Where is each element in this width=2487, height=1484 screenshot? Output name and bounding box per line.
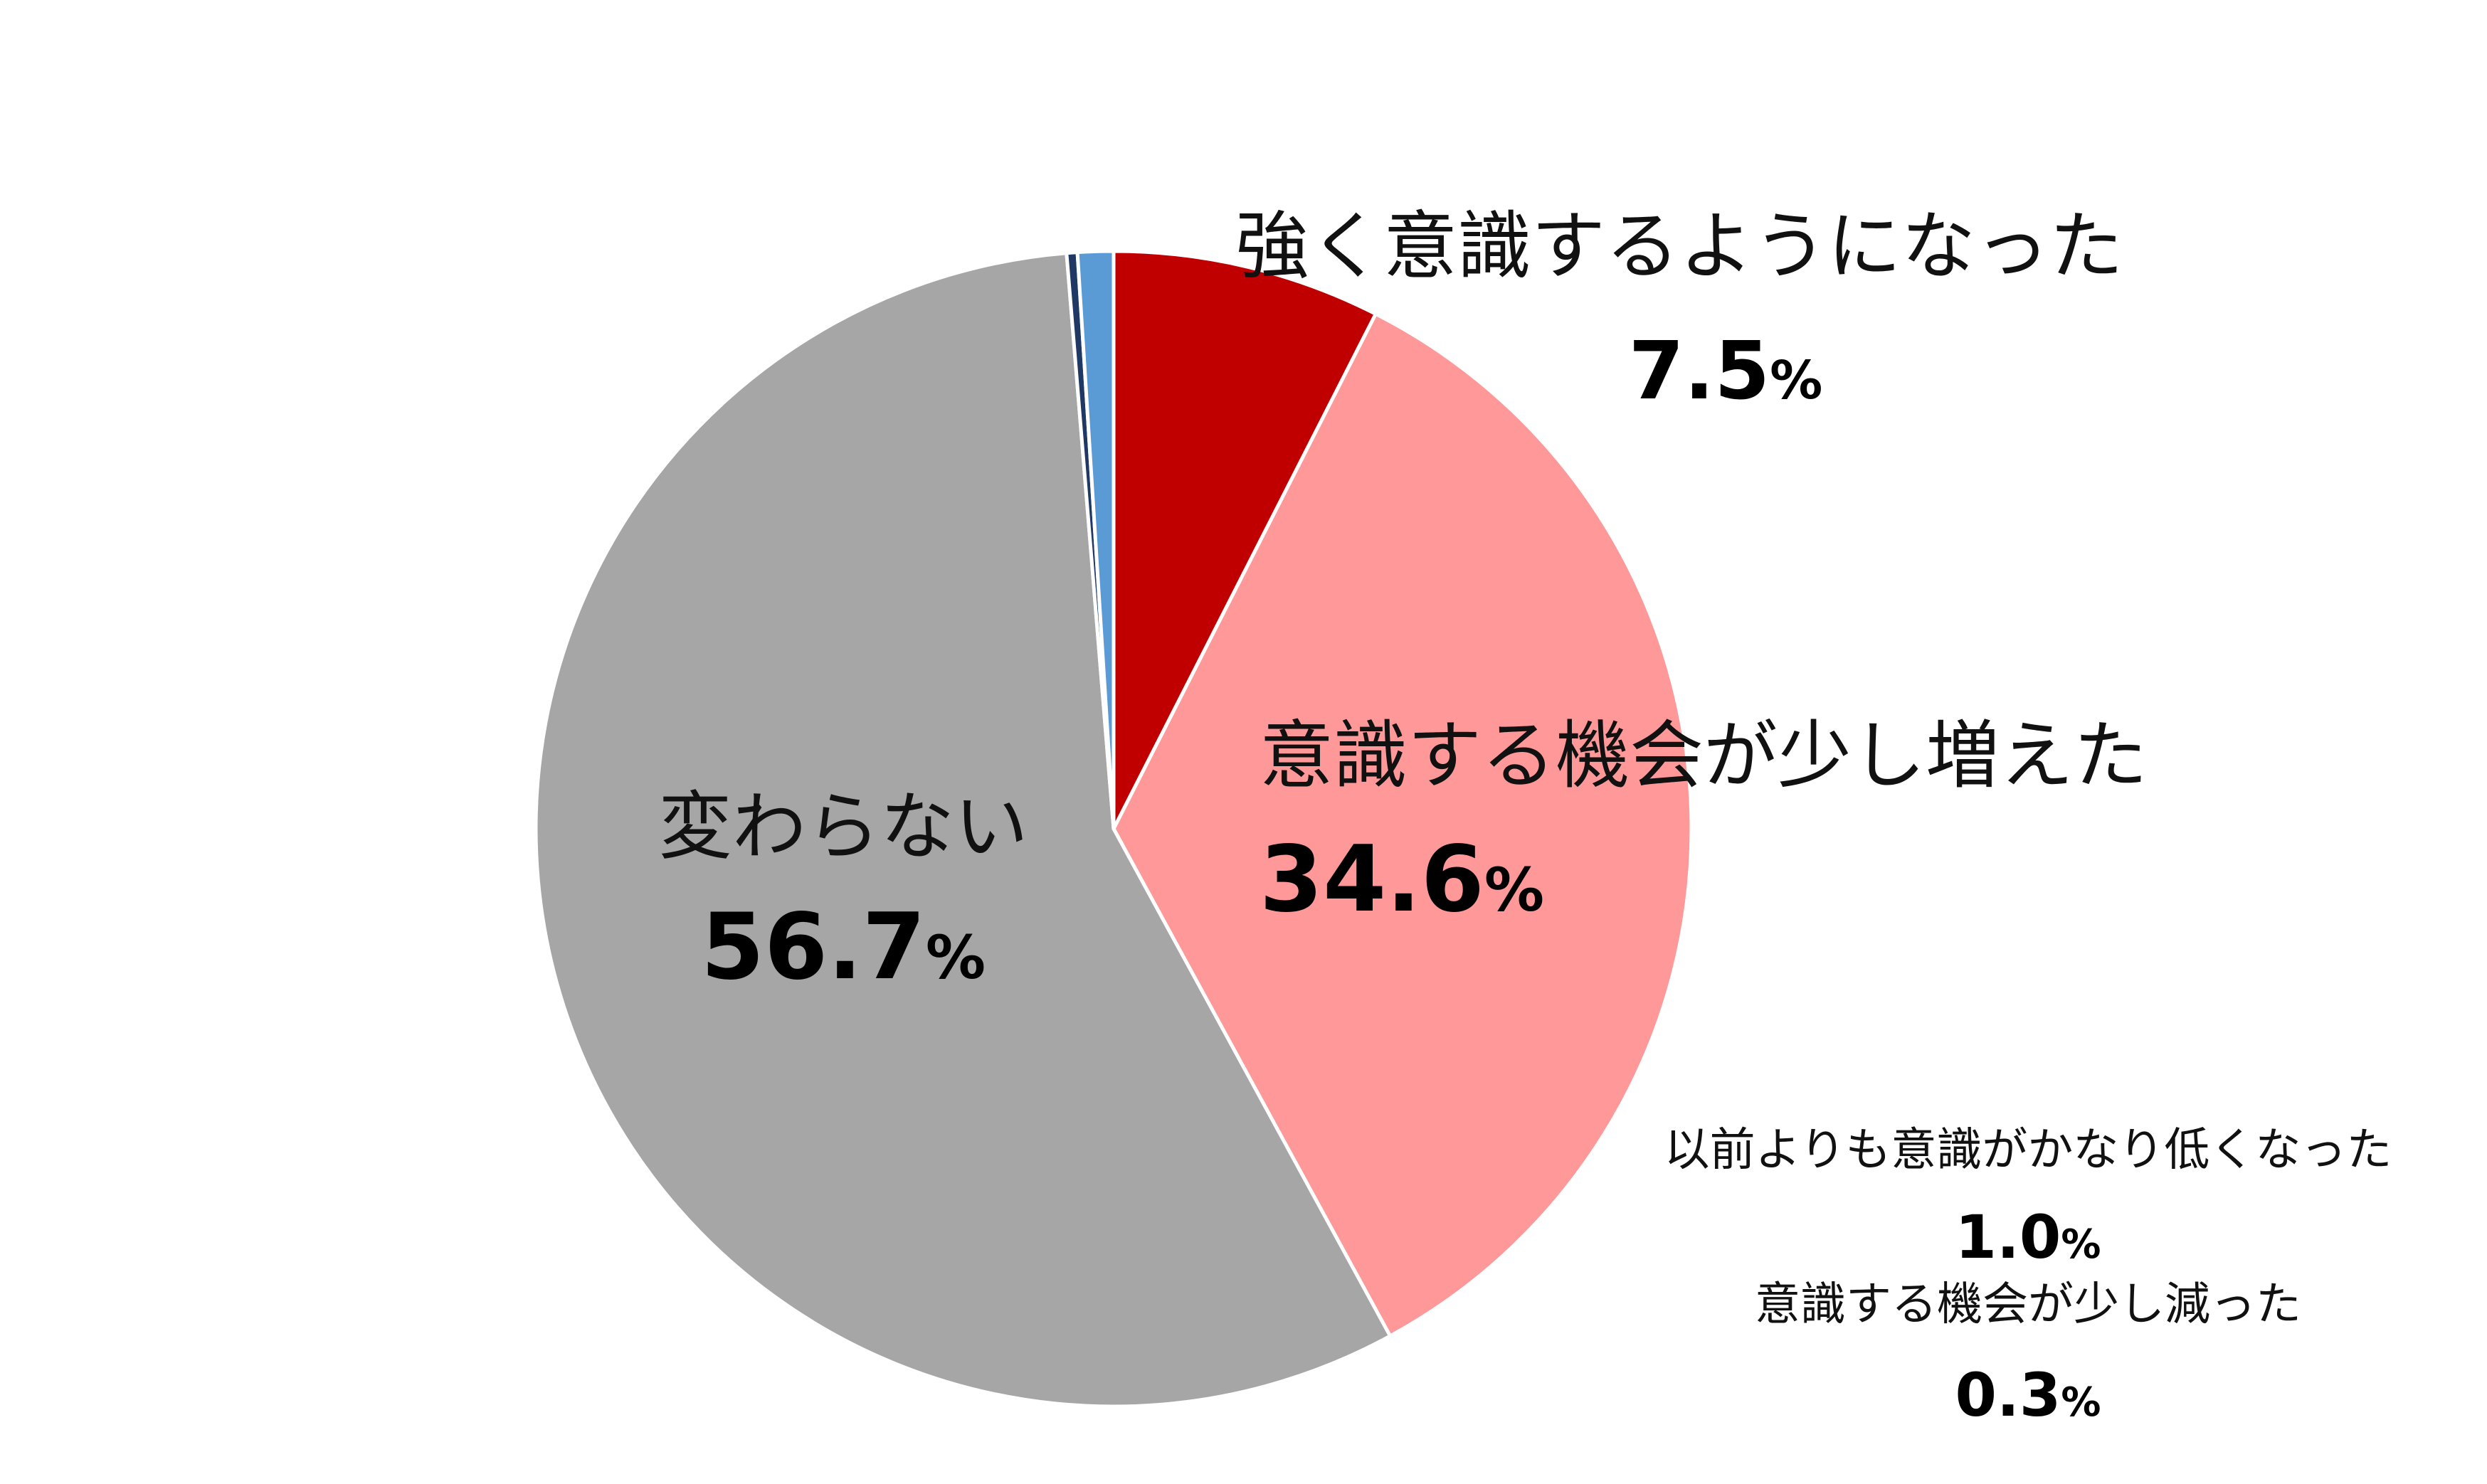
label-slight-increase: 意識する機会が少し増えた 34.6% (1260, 712, 2148, 933)
slice-label-no-change: 変わらない (658, 783, 1028, 870)
slice-label-slight-decrease: 意識する機会が少し減った (1755, 1278, 2301, 1331)
slice-value-much-lower: 1.0% (1955, 1202, 2101, 1272)
slice-value-no-change: 56.7% (701, 894, 986, 1000)
slice-value-slight-increase: 34.6% (1260, 827, 1544, 933)
slice-value-slight-decrease: 0.3% (1955, 1360, 2101, 1430)
label-strong-increase: 強く意識するようになった 7.5% (1235, 203, 2123, 418)
pie-slices (534, 249, 1694, 1409)
pie-slice-no-change (534, 251, 1393, 1409)
label-much-lower: 以前よりも意識がかなり低くなった 1.0% (1664, 1124, 2392, 1272)
label-slight-decrease: 意識する機会が少し減った 0.3% (1755, 1278, 2301, 1430)
slice-label-slight-increase: 意識する機会が少し増えた (1260, 712, 2148, 799)
pie-slice-much-lower (1075, 249, 1116, 831)
pie-slice-strong-increase (1112, 249, 1378, 831)
label-no-change: 変わらない 56.7% (658, 783, 1028, 1000)
pie-slice-slight-increase (1112, 312, 1694, 1338)
slice-label-strong-increase: 強く意識するようになった (1235, 203, 2123, 290)
slice-label-much-lower: 以前よりも意識がかなり低くなった (1664, 1124, 2392, 1177)
slice-value-strong-increase: 7.5% (1629, 325, 1823, 418)
